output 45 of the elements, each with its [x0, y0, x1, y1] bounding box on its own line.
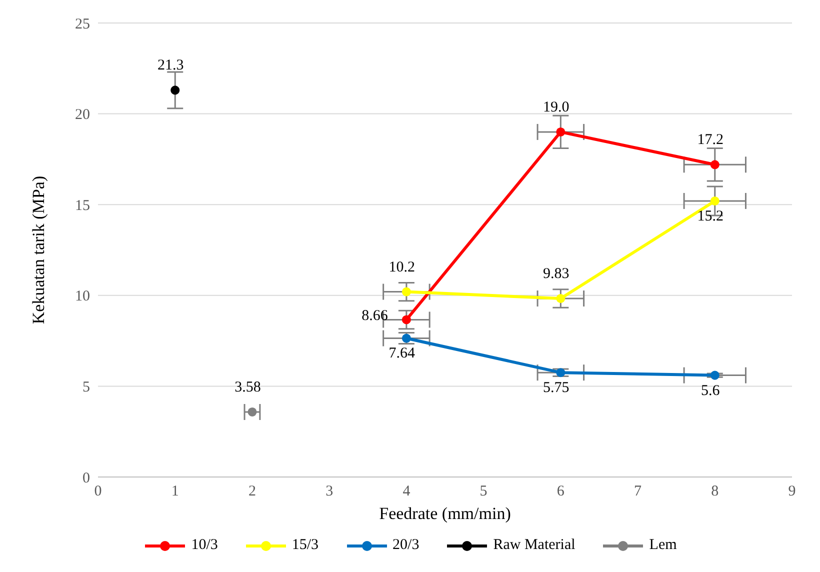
data-label: 3.58: [234, 379, 261, 396]
data-label: 5.6: [701, 382, 720, 399]
y-axis-title: Kekuatan tarik (MPa): [29, 176, 48, 324]
legend-label: Lem: [648, 537, 677, 554]
point: [556, 127, 566, 136]
point: [170, 86, 180, 95]
legend-label: 20/3: [392, 537, 420, 554]
y-tick-label: 15: [75, 198, 90, 214]
x-tick-label: 2: [248, 484, 256, 500]
data-label: 17.2: [697, 132, 724, 148]
data-label: 9.83: [543, 266, 570, 282]
data-label: 15.2: [697, 208, 724, 224]
x-axis-title: Feedrate (mm/min): [379, 504, 511, 523]
point: [710, 196, 720, 206]
x-tick-label: 8: [711, 484, 719, 500]
x-tick-label: 4: [402, 484, 411, 500]
point: [556, 368, 566, 378]
x-tick-label: 9: [788, 484, 796, 500]
legend-label: Raw Material: [492, 537, 576, 554]
data-label: 19.0: [543, 99, 570, 116]
point: [402, 334, 411, 343]
data-label: 21.3: [157, 58, 184, 74]
point: [710, 370, 720, 380]
point: [402, 315, 411, 324]
y-tick-label: 5: [82, 380, 90, 396]
y-tick-label: 25: [75, 16, 90, 32]
y-tick-label: 10: [75, 288, 90, 305]
point: [248, 407, 257, 416]
legend-label: 15/3: [290, 537, 319, 554]
data-label: 7.64: [388, 346, 416, 362]
data-label: 8.66: [362, 308, 388, 324]
point: [402, 287, 411, 296]
data-label: 5.75: [543, 380, 570, 396]
x-tick-label: 1: [171, 484, 179, 500]
data-label: 10.2: [388, 259, 416, 276]
x-tick-label: 5: [480, 484, 488, 500]
x-tick-label: 6: [556, 484, 565, 500]
point: [710, 160, 720, 170]
x-tick-label: 0: [94, 484, 102, 500]
y-tick-label: 0: [82, 470, 90, 486]
legend-label: 10/3: [190, 537, 218, 554]
x-tick-label: 3: [326, 484, 334, 500]
y-tick-label: 20: [75, 107, 90, 124]
point: [556, 294, 566, 303]
x-tick-label: 7: [634, 484, 642, 500]
